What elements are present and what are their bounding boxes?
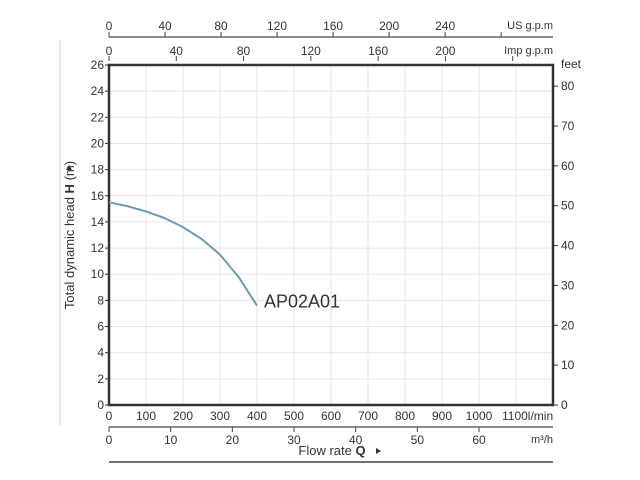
series-label: AP02A01	[264, 292, 340, 312]
feet-tick-label: 80	[561, 79, 575, 93]
x-tick-label: 800	[395, 409, 415, 423]
feet-tick-label: 40	[561, 239, 575, 253]
y-tick-label: 4	[97, 346, 104, 360]
us-gpm-tick-label: 40	[158, 19, 172, 33]
feet-tick-label: 70	[561, 119, 575, 133]
m3h-tick-label: 20	[226, 433, 240, 447]
y-tick-label: 0	[97, 398, 104, 412]
x-axis-arrow-icon	[376, 448, 381, 454]
feet-tick-label: 20	[561, 318, 575, 332]
x-tick-label: 1000	[466, 409, 493, 423]
y-tick-label: 14	[91, 215, 105, 229]
y-tick-label: 6	[97, 320, 104, 334]
feet-tick-label: 60	[561, 159, 575, 173]
imp-gpm-tick-label: 160	[368, 44, 388, 58]
x-tick-label: 100	[136, 409, 156, 423]
us-gpm-tick-label: 200	[379, 19, 399, 33]
m3h-tick-label: 10	[164, 433, 178, 447]
x-tick-label: 500	[284, 409, 304, 423]
feet-tick-label: 50	[561, 199, 575, 213]
y-tick-label: 8	[97, 293, 104, 307]
imp-gpm-tick-label: 40	[170, 44, 184, 58]
y-tick-label: 20	[91, 136, 105, 150]
x-tick-label: 0	[106, 409, 113, 423]
imp-gpm-tick-label: 120	[301, 44, 321, 58]
y-tick-label: 12	[91, 241, 105, 255]
y-tick-label: 10	[91, 267, 105, 281]
y-tick-label: 22	[91, 110, 105, 124]
us-gpm-tick-label: 0	[106, 19, 113, 33]
us-gpm-tick-label: 120	[267, 19, 287, 33]
imp-gpm-tick-label: 0	[106, 44, 113, 58]
m3h-tick-label: 40	[349, 433, 363, 447]
series-line-AP02A01	[108, 201, 258, 307]
imp-gpm-axis-label: Imp g.p.m	[504, 45, 553, 57]
y-axis-arrow-icon	[66, 165, 72, 170]
feet-tick-label: 10	[561, 358, 575, 372]
m3h-tick-label: 0	[106, 433, 113, 447]
m3h-tick-label: 50	[411, 433, 425, 447]
imp-gpm-tick-label: 80	[237, 44, 251, 58]
y-tick-label: 18	[91, 163, 105, 177]
us-gpm-tick-label: 160	[323, 19, 343, 33]
y-tick-label: 2	[97, 372, 104, 386]
m3h-tick-label: 30	[287, 433, 301, 447]
x-axis-label: Flow rate Q	[298, 443, 365, 458]
x-tick-label: 1100l/min	[502, 409, 553, 423]
plot-frame	[107, 63, 555, 407]
m3h-axis-label: m³/h	[531, 434, 553, 446]
y-tick-label: 26	[91, 58, 105, 72]
x-tick-label: 300	[210, 409, 230, 423]
x-tick-label: 200	[173, 409, 193, 423]
x-tick-label: 600	[321, 409, 341, 423]
m3h-tick-label: 60	[472, 433, 486, 447]
x-tick-label: 700	[358, 409, 378, 423]
us-gpm-axis-label: US g.p.m	[507, 20, 553, 32]
feet-tick-label: 0	[561, 398, 568, 412]
y-tick-label: 24	[91, 84, 105, 98]
feet-tick-label: 30	[561, 278, 575, 292]
y-axis-label: Total dynamic head H (m)	[62, 161, 77, 309]
x-tick-label: 900	[432, 409, 452, 423]
us-gpm-tick-label: 80	[214, 19, 228, 33]
x-tick-label: 400	[247, 409, 267, 423]
us-gpm-tick-label: 240	[435, 19, 455, 33]
feet-axis-label: feet	[561, 57, 582, 71]
imp-gpm-tick-label: 200	[435, 44, 455, 58]
y-tick-label: 16	[91, 189, 105, 203]
